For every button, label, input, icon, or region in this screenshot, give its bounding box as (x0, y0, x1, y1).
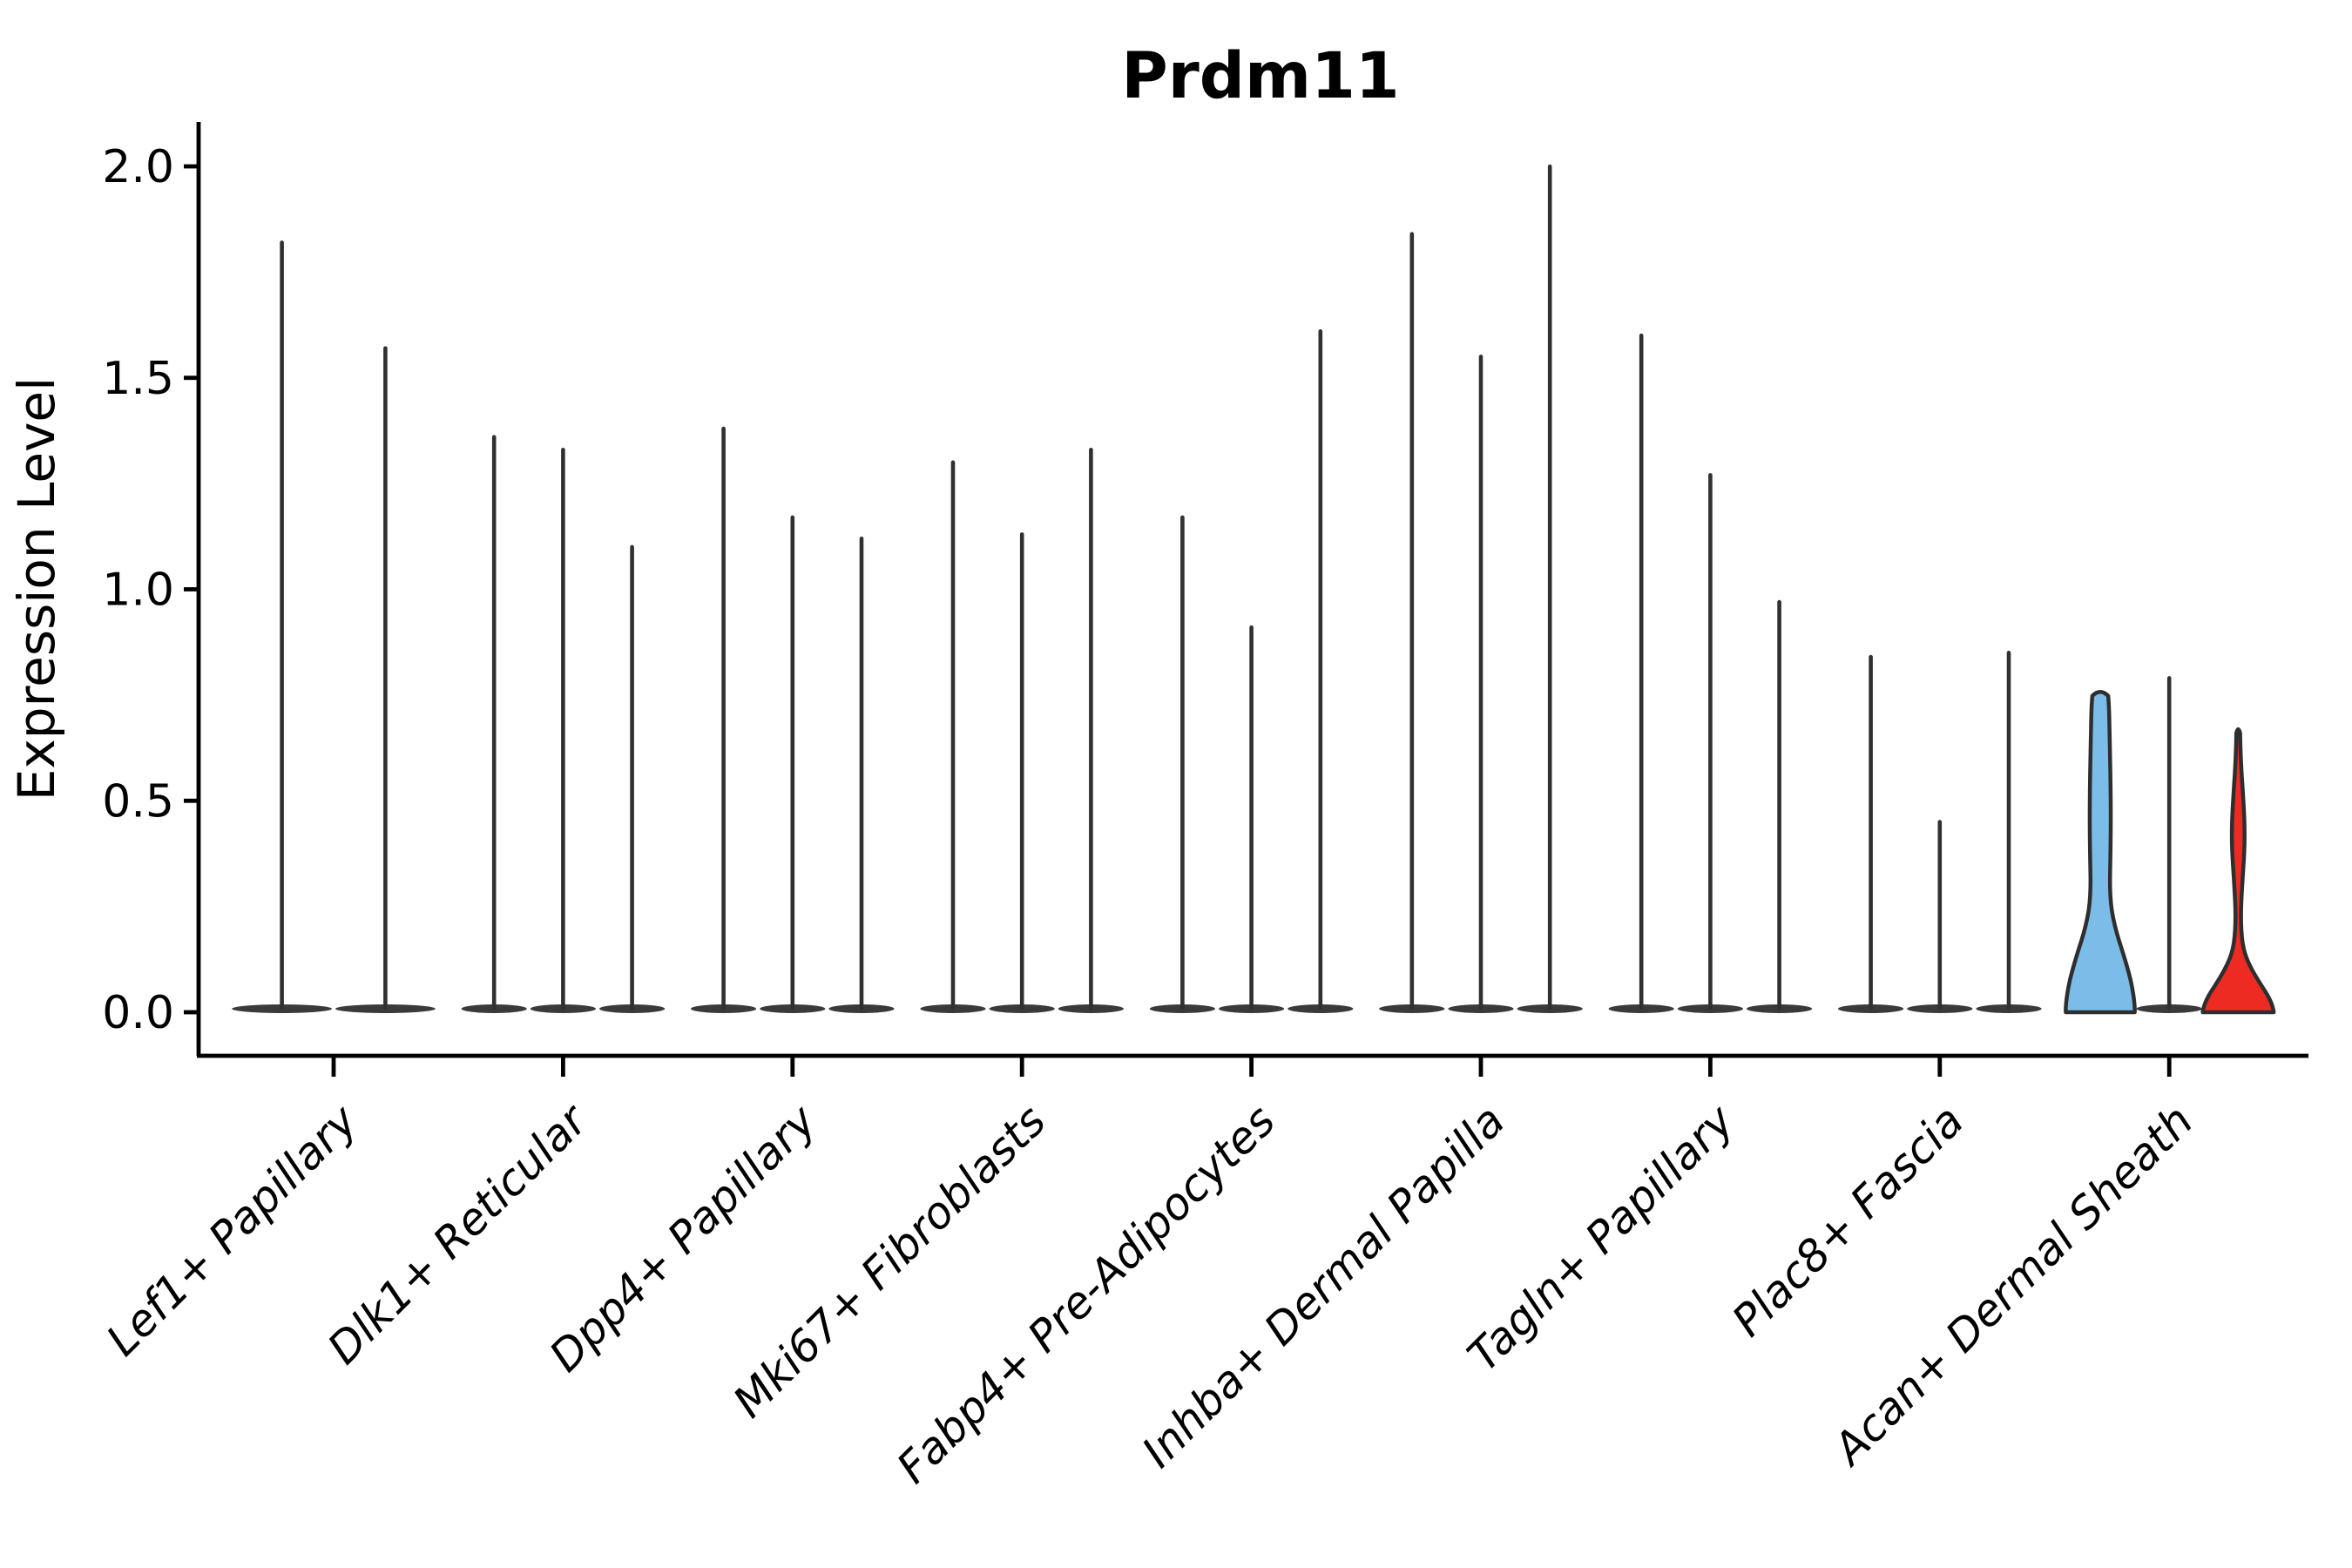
y-tick-label: 1.5 (102, 353, 174, 405)
x-tick-label-9: Acan+ Dermal Sheath (1822, 1095, 2203, 1476)
x-tick-label-5: Fabp4+ Pre-Adipocytes (888, 1095, 1286, 1493)
y-tick-label: 0.5 (102, 775, 174, 828)
violin-layer (232, 164, 2276, 1015)
x-tick-label-6: Inhba+ Dermal Papilla (1132, 1095, 1514, 1477)
y-tick-label: 2.0 (102, 141, 174, 193)
x-tick-label-8: Plac8+ Fascia (1722, 1095, 1973, 1346)
filled-violin (2064, 690, 2137, 1015)
x-tick-label-1: Lef1+ Papillary (97, 1094, 368, 1365)
filled-violin (2200, 727, 2276, 1015)
y-axis-label: Expression Level (7, 377, 66, 801)
y-tick-label: 1.0 (102, 564, 174, 617)
chart-title: Prdm11 (1121, 39, 1399, 113)
y-tick-label: 0.0 (102, 987, 174, 1039)
